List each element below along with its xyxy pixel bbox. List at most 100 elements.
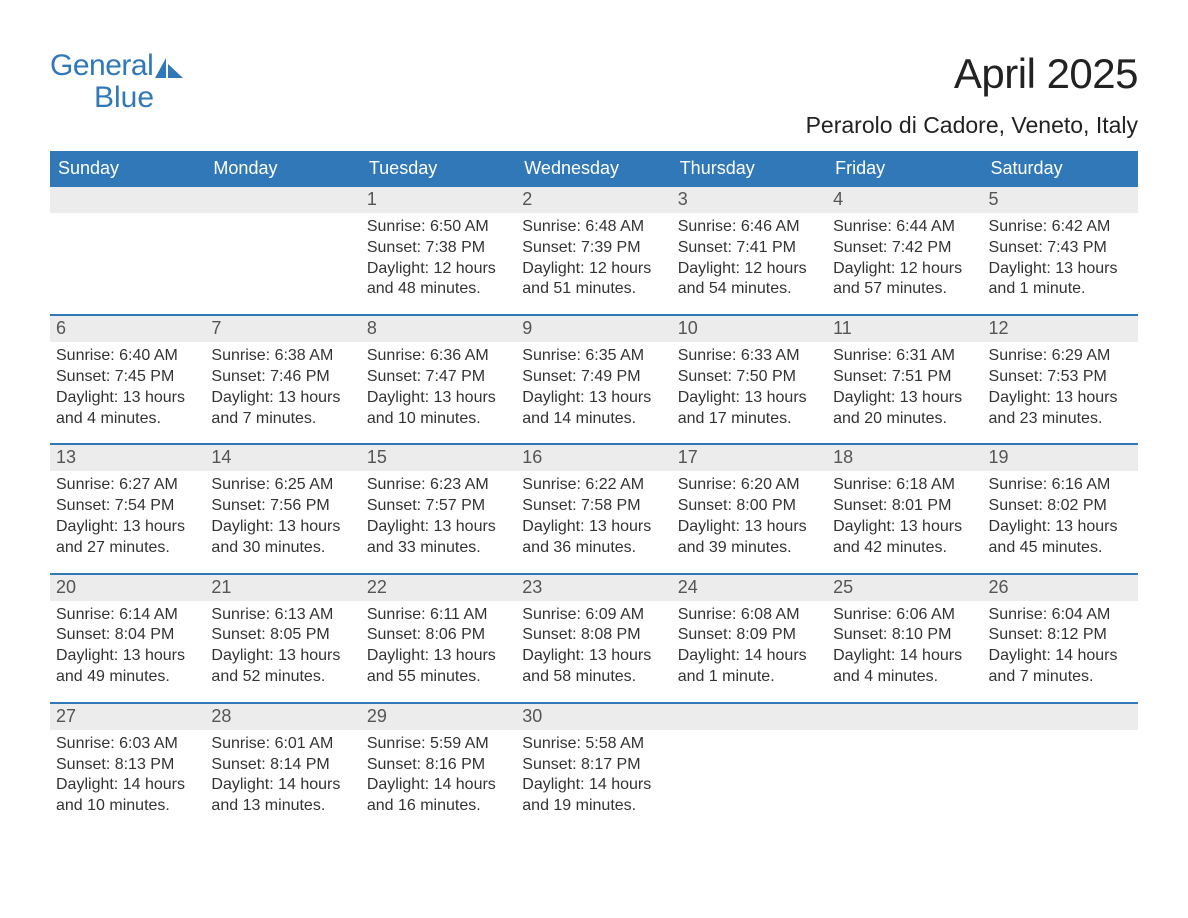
day-number [50, 187, 205, 213]
cell-dl2: and 7 minutes. [211, 409, 354, 430]
brand-line2: Blue [50, 82, 183, 114]
cell-sunset: Sunset: 8:10 PM [833, 625, 976, 646]
cell-sunrise: Sunrise: 6:31 AM [833, 346, 976, 367]
cell-dl2: and 1 minute. [989, 279, 1132, 300]
calendar-cell: 25Sunrise: 6:06 AMSunset: 8:10 PMDayligh… [827, 575, 982, 688]
calendar-cell: 12Sunrise: 6:29 AMSunset: 7:53 PMDayligh… [983, 316, 1138, 429]
cell-dl2: and 33 minutes. [367, 538, 510, 559]
cell-sunrise: Sunrise: 6:06 AM [833, 605, 976, 626]
day-number: 8 [361, 316, 516, 342]
cell-dl2: and 52 minutes. [211, 667, 354, 688]
day-number [827, 704, 982, 730]
day-header: Monday [205, 151, 360, 187]
day-number: 16 [516, 445, 671, 471]
cell-dl2: and 10 minutes. [367, 409, 510, 430]
cell-dl1: Daylight: 14 hours [833, 646, 976, 667]
cell-body: Sunrise: 6:40 AMSunset: 7:45 PMDaylight:… [50, 342, 205, 429]
cell-dl1: Daylight: 13 hours [833, 388, 976, 409]
day-header: Saturday [983, 151, 1138, 187]
cell-sunset: Sunset: 7:43 PM [989, 238, 1132, 259]
cell-sunset: Sunset: 8:04 PM [56, 625, 199, 646]
calendar-week: 6Sunrise: 6:40 AMSunset: 7:45 PMDaylight… [50, 314, 1138, 429]
cell-dl1: Daylight: 13 hours [833, 517, 976, 538]
cell-dl2: and 48 minutes. [367, 279, 510, 300]
cell-sunset: Sunset: 8:17 PM [522, 755, 665, 776]
cell-sunrise: Sunrise: 6:42 AM [989, 217, 1132, 238]
cell-sunset: Sunset: 8:14 PM [211, 755, 354, 776]
cell-dl1: Daylight: 14 hours [678, 646, 821, 667]
cell-sunrise: Sunrise: 6:27 AM [56, 475, 199, 496]
calendar-cell: 13Sunrise: 6:27 AMSunset: 7:54 PMDayligh… [50, 445, 205, 558]
day-number: 20 [50, 575, 205, 601]
cell-sunrise: Sunrise: 6:25 AM [211, 475, 354, 496]
cell-body: Sunrise: 6:35 AMSunset: 7:49 PMDaylight:… [516, 342, 671, 429]
cell-sunrise: Sunrise: 6:46 AM [678, 217, 821, 238]
cell-dl2: and 14 minutes. [522, 409, 665, 430]
cell-sunrise: Sunrise: 6:29 AM [989, 346, 1132, 367]
calendar-cell: 5Sunrise: 6:42 AMSunset: 7:43 PMDaylight… [983, 187, 1138, 300]
cell-sunrise: Sunrise: 6:35 AM [522, 346, 665, 367]
calendar: Sunday Monday Tuesday Wednesday Thursday… [50, 151, 1138, 817]
cell-sunrise: Sunrise: 6:38 AM [211, 346, 354, 367]
day-header-row: Sunday Monday Tuesday Wednesday Thursday… [50, 151, 1138, 187]
cell-body: Sunrise: 6:38 AMSunset: 7:46 PMDaylight:… [205, 342, 360, 429]
cell-sunset: Sunset: 8:02 PM [989, 496, 1132, 517]
day-number: 19 [983, 445, 1138, 471]
cell-dl1: Daylight: 12 hours [522, 259, 665, 280]
cell-sunrise: Sunrise: 6:16 AM [989, 475, 1132, 496]
cell-dl1: Daylight: 14 hours [211, 775, 354, 796]
cell-dl1: Daylight: 13 hours [56, 517, 199, 538]
calendar-cell: 30Sunrise: 5:58 AMSunset: 8:17 PMDayligh… [516, 704, 671, 817]
cell-dl2: and 55 minutes. [367, 667, 510, 688]
cell-sunrise: Sunrise: 6:44 AM [833, 217, 976, 238]
day-number: 10 [672, 316, 827, 342]
cell-dl2: and 49 minutes. [56, 667, 199, 688]
cell-dl2: and 27 minutes. [56, 538, 199, 559]
cell-sunset: Sunset: 8:09 PM [678, 625, 821, 646]
cell-sunrise: Sunrise: 6:40 AM [56, 346, 199, 367]
cell-sunset: Sunset: 7:56 PM [211, 496, 354, 517]
calendar-cell: 3Sunrise: 6:46 AMSunset: 7:41 PMDaylight… [672, 187, 827, 300]
calendar-cell: 24Sunrise: 6:08 AMSunset: 8:09 PMDayligh… [672, 575, 827, 688]
cell-sunset: Sunset: 7:38 PM [367, 238, 510, 259]
cell-sunset: Sunset: 7:41 PM [678, 238, 821, 259]
cell-sunrise: Sunrise: 6:18 AM [833, 475, 976, 496]
cell-dl1: Daylight: 13 hours [678, 517, 821, 538]
calendar-cell: 10Sunrise: 6:33 AMSunset: 7:50 PMDayligh… [672, 316, 827, 429]
cell-dl2: and 36 minutes. [522, 538, 665, 559]
cell-dl1: Daylight: 12 hours [833, 259, 976, 280]
cell-sunset: Sunset: 8:00 PM [678, 496, 821, 517]
day-number: 30 [516, 704, 671, 730]
cell-body: Sunrise: 6:14 AMSunset: 8:04 PMDaylight:… [50, 601, 205, 688]
cell-body: Sunrise: 6:03 AMSunset: 8:13 PMDaylight:… [50, 730, 205, 817]
cell-dl2: and 4 minutes. [833, 667, 976, 688]
cell-dl2: and 58 minutes. [522, 667, 665, 688]
cell-dl1: Daylight: 13 hours [522, 646, 665, 667]
calendar-week: 27Sunrise: 6:03 AMSunset: 8:13 PMDayligh… [50, 702, 1138, 817]
cell-dl1: Daylight: 13 hours [522, 388, 665, 409]
title-block: April 2025 Perarolo di Cadore, Veneto, I… [806, 50, 1138, 139]
day-header: Tuesday [361, 151, 516, 187]
cell-dl1: Daylight: 13 hours [522, 517, 665, 538]
cell-body: Sunrise: 6:42 AMSunset: 7:43 PMDaylight:… [983, 213, 1138, 300]
cell-dl2: and 45 minutes. [989, 538, 1132, 559]
cell-body: Sunrise: 6:22 AMSunset: 7:58 PMDaylight:… [516, 471, 671, 558]
cell-dl1: Daylight: 14 hours [989, 646, 1132, 667]
cell-sunset: Sunset: 8:16 PM [367, 755, 510, 776]
day-number: 6 [50, 316, 205, 342]
brand-line1: General [50, 50, 153, 82]
cell-dl1: Daylight: 13 hours [678, 388, 821, 409]
cell-dl1: Daylight: 14 hours [367, 775, 510, 796]
cell-sunrise: Sunrise: 6:36 AM [367, 346, 510, 367]
cell-sunrise: Sunrise: 6:01 AM [211, 734, 354, 755]
cell-dl1: Daylight: 13 hours [56, 388, 199, 409]
calendar-cell: 20Sunrise: 6:14 AMSunset: 8:04 PMDayligh… [50, 575, 205, 688]
cell-dl2: and 57 minutes. [833, 279, 976, 300]
cell-body: Sunrise: 5:58 AMSunset: 8:17 PMDaylight:… [516, 730, 671, 817]
cell-body: Sunrise: 6:27 AMSunset: 7:54 PMDaylight:… [50, 471, 205, 558]
cell-dl1: Daylight: 13 hours [211, 646, 354, 667]
calendar-cell: 7Sunrise: 6:38 AMSunset: 7:46 PMDaylight… [205, 316, 360, 429]
cell-dl2: and 42 minutes. [833, 538, 976, 559]
cell-dl2: and 17 minutes. [678, 409, 821, 430]
day-number [983, 704, 1138, 730]
